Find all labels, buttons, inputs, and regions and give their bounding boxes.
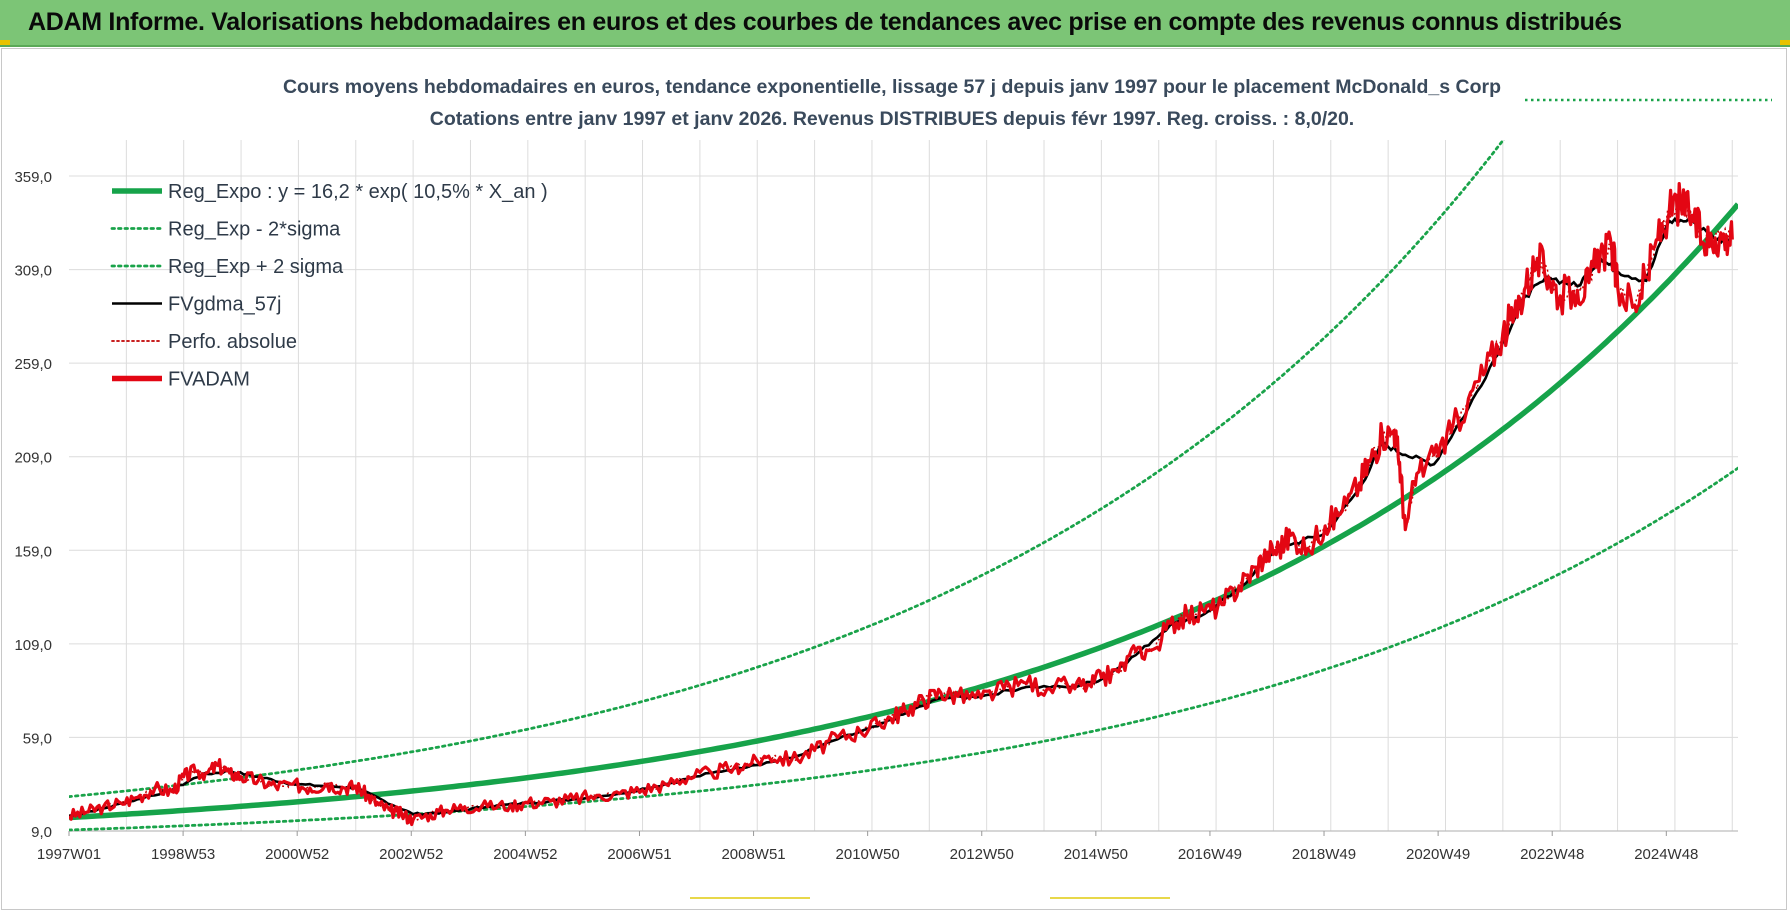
series-reg-expo (69, 202, 1738, 821)
series-reg-exp-plus-2-sigma (69, 140, 1506, 798)
y-tick-label: 259,0 (14, 356, 52, 373)
x-tick-label: 2016W49 (1178, 846, 1242, 863)
x-tick-label: 2024W48 (1634, 846, 1698, 863)
x-axis: 1997W01 1998W53 2000W52 2002W52 2004W52 2006W… (37, 831, 1698, 863)
x-tick-label: 2014W50 (1064, 846, 1128, 863)
series-fvadam (69, 182, 1734, 827)
series-perfo-absolue (69, 196, 1734, 822)
x-tick-label: 2004W52 (493, 846, 557, 863)
corner-marker-right (1780, 40, 1790, 45)
legend-label: Reg_Exp - 2*sigma (168, 219, 341, 241)
legend-label: FVADAM (168, 369, 250, 391)
x-tick-label: 2006W51 (607, 846, 671, 863)
chart-grid (69, 140, 1738, 832)
y-tick-label: 309,0 (14, 263, 52, 280)
bottom-marker (1050, 897, 1170, 899)
x-tick-label: 1998W53 (151, 846, 215, 863)
x-tick-label: 2010W50 (836, 846, 900, 863)
report-title: ADAM Informe. Valorisations hebdomadaire… (28, 8, 1622, 36)
series-reg-exp-minus-2-sigma (69, 466, 1738, 832)
legend-label: Reg_Expo : y = 16,2 * exp( 10,5% * X_an … (168, 181, 548, 203)
legend-label: Reg_Exp + 2 sigma (168, 256, 344, 278)
x-tick-label: 2022W48 (1520, 846, 1584, 863)
y-tick-label: 159,0 (14, 543, 52, 560)
y-tick-label: 209,0 (14, 450, 52, 467)
y-axis: 9,0 59,0 109,0 159,0 209,0 259,0 309,0 359,0 (14, 169, 52, 841)
y-tick-label: 59,0 (23, 730, 52, 747)
bottom-marker (690, 897, 810, 899)
x-tick-label: 2020W49 (1406, 846, 1470, 863)
series-fvgdma-57j (69, 216, 1733, 818)
chart-frame (1, 48, 1787, 910)
chart-title: Cours moyens hebdomadaires en euros, ten… (283, 76, 1501, 98)
x-tick-label: 2018W49 (1292, 846, 1356, 863)
x-tick-label: 2012W50 (950, 846, 1014, 863)
x-tick-label: 2008W51 (721, 846, 785, 863)
data-lines (69, 182, 1734, 827)
legend-label: Perfo. absolue (168, 331, 297, 353)
x-tick-label: 2002W52 (379, 846, 443, 863)
chart-subtitle: Cotations entre janv 1997 et janv 2026. … (430, 108, 1354, 130)
legend-label: FVgdma_57j (168, 294, 281, 316)
y-tick-label: 359,0 (14, 169, 52, 186)
chart-legend: Reg_Expo : y = 16,2 * exp( 10,5% * X_an … (110, 181, 548, 391)
y-tick-label: 9,0 (31, 824, 52, 841)
report-banner: ADAM Informe. Valorisations hebdomadaire… (0, 0, 1790, 47)
corner-marker-left (0, 40, 10, 45)
x-tick-label: 1997W01 (37, 846, 101, 863)
x-tick-label: 2000W52 (265, 846, 329, 863)
y-tick-label: 109,0 (14, 637, 52, 654)
